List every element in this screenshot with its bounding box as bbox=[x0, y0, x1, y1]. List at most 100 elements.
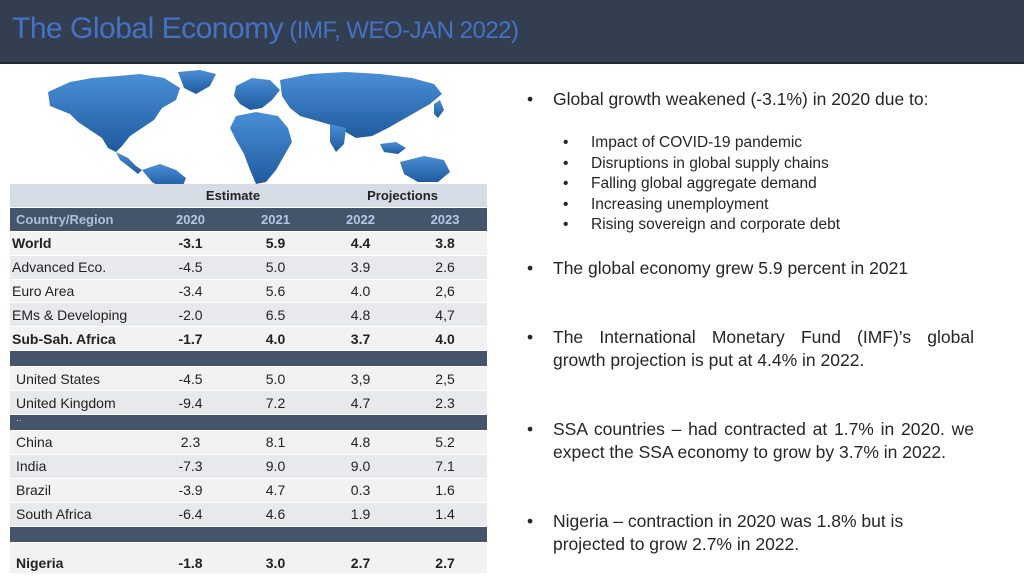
bullet-mark: • bbox=[527, 327, 534, 347]
cell: 7.1 bbox=[403, 454, 488, 479]
table-row-euro: Euro Area -3.4 5.6 4.0 2,6 bbox=[10, 279, 488, 304]
row-label: Sub-Sah. Africa bbox=[10, 326, 148, 352]
sub-bullet: • Rising sovereign and corporate debt bbox=[563, 215, 973, 236]
row-label: Euro Area bbox=[10, 279, 148, 304]
bullet-text: Nigeria – contraction in 2020 was 1.8% b… bbox=[553, 511, 904, 554]
cell: 2.6 bbox=[403, 255, 488, 280]
cell: 3.9 bbox=[318, 255, 404, 280]
row-label: EMs & Developing bbox=[10, 302, 148, 328]
cell: 5.9 bbox=[233, 231, 319, 256]
bullet-mark: • bbox=[563, 216, 569, 233]
cell: -4.5 bbox=[148, 255, 233, 280]
cell: 1.9 bbox=[318, 502, 404, 527]
sub-bullet-text: Rising sovereign and corporate debt bbox=[591, 216, 841, 233]
row-label: India bbox=[10, 454, 148, 479]
bullet-text: Global growth weakened (-3.1%) in 2020 d… bbox=[553, 89, 929, 109]
cell: -3.9 bbox=[148, 478, 233, 503]
bullet-nigeria: • Nigeria – contraction in 2020 was 1.8%… bbox=[527, 510, 974, 556]
cell: 2.3 bbox=[403, 390, 488, 416]
table-row-nigeria: Nigeria -1.8 3.0 2.7 2.7 bbox=[10, 542, 488, 574]
cell: 3.0 bbox=[233, 542, 319, 574]
sub-bullet-text: Disruptions in global supply chains bbox=[591, 154, 829, 172]
bullet-mark: • bbox=[563, 175, 569, 192]
slide-title-sub: (IMF, WEO-JAN 2022) bbox=[283, 17, 519, 44]
sub-bullet: • Disruptions in global supply chains bbox=[563, 154, 973, 175]
cell: 6.5 bbox=[233, 302, 319, 328]
row-label: Advanced Eco. bbox=[10, 255, 148, 280]
sub-bullet-list: • Impact of COVID-19 pandemic • Disruption… bbox=[563, 133, 973, 236]
cell: 1.6 bbox=[403, 478, 488, 503]
table-row-world: World -3.1 5.9 4.4 3.8 bbox=[10, 231, 488, 256]
bullet-mark: • bbox=[527, 89, 534, 109]
bullet-mark: • bbox=[563, 134, 569, 151]
world-map-illustration bbox=[48, 70, 450, 188]
column-header: 2020 bbox=[148, 207, 233, 232]
row-label: Nigeria bbox=[10, 542, 148, 574]
table-row-ssa: Sub-Sah. Africa -1.7 4.0 3.7 4.0 bbox=[10, 326, 488, 352]
slide-title: The Global Economy (IMF, WEO-JAN 2022) bbox=[12, 12, 519, 46]
cell: 5.2 bbox=[403, 430, 488, 455]
table-separator: .. bbox=[10, 414, 488, 432]
cell: 5.0 bbox=[233, 255, 319, 280]
table-row-ems: EMs & Developing -2.0 6.5 4.8 4,7 bbox=[10, 302, 488, 328]
column-header: 2023 bbox=[403, 207, 488, 232]
sub-bullet: • Falling global aggregate demand bbox=[563, 174, 973, 195]
cell: 5.0 bbox=[233, 366, 319, 392]
bullet-global-growth: • Global growth weakened (-3.1%) in 2020… bbox=[527, 88, 974, 111]
bullet-imf-projection: • The International Monetary Fund (IMF)’… bbox=[527, 326, 974, 372]
cell: -4.5 bbox=[148, 366, 233, 392]
cell: 4.0 bbox=[318, 279, 404, 304]
cell: 5.6 bbox=[233, 279, 319, 304]
bullet-text: The global economy grew 5.9 percent in 2… bbox=[553, 258, 909, 278]
cell: 3.7 bbox=[318, 326, 404, 352]
sub-bullet-text: Impact of COVID-19 pandemic bbox=[591, 134, 803, 151]
column-header: Country/Region bbox=[10, 207, 148, 232]
slide-title-main: The Global Economy bbox=[12, 12, 284, 45]
table-row-brazil: Brazil -3.9 4.7 0.3 1.6 bbox=[10, 478, 488, 503]
table-row-advanced: Advanced Eco. -4.5 5.0 3.9 2.6 bbox=[10, 255, 488, 280]
cell: 2,5 bbox=[403, 366, 488, 392]
cell: -6.4 bbox=[148, 502, 233, 527]
cell: 9.0 bbox=[233, 454, 319, 479]
cell: 4.0 bbox=[403, 326, 488, 352]
row-label: China bbox=[10, 430, 148, 455]
bullet-mark: • bbox=[527, 511, 534, 531]
cell: 7.2 bbox=[233, 390, 319, 416]
cell: 8.1 bbox=[233, 430, 319, 455]
cell: 4,7 bbox=[403, 302, 488, 328]
cell: -3.4 bbox=[148, 279, 233, 304]
cell: -1.7 bbox=[148, 326, 233, 352]
cell: 4.4 bbox=[318, 231, 404, 256]
table-row-south-africa: South Africa -6.4 4.6 1.9 1.4 bbox=[10, 502, 488, 527]
table-separator bbox=[10, 526, 488, 543]
row-label: South Africa bbox=[10, 502, 148, 527]
row-label: Brazil bbox=[10, 478, 148, 503]
economy-table: Estimate Projections Country/Region 2020… bbox=[10, 184, 488, 574]
table-group-header: Estimate Projections bbox=[10, 184, 488, 208]
cell: 4.8 bbox=[318, 430, 404, 455]
sub-bullet: • Impact of COVID-19 pandemic bbox=[563, 133, 973, 154]
cell: -3.1 bbox=[148, 231, 233, 256]
table-separator bbox=[10, 350, 488, 368]
cell: 1.4 bbox=[403, 502, 488, 527]
cell: 4.6 bbox=[233, 502, 319, 527]
cell: 4.0 bbox=[233, 326, 319, 352]
sub-bullet: • Increasing unemployment bbox=[563, 195, 973, 216]
bullet-text: SSA countries – had contracted at 1.7% i… bbox=[553, 419, 974, 462]
title-bar: The Global Economy (IMF, WEO-JAN 2022) bbox=[0, 0, 1024, 64]
table-row-india: India -7.3 9.0 9.0 7.1 bbox=[10, 454, 488, 479]
cell: 0.3 bbox=[318, 478, 404, 503]
row-label: World bbox=[10, 231, 148, 256]
cell: 2.3 bbox=[148, 430, 233, 455]
column-header: 2021 bbox=[233, 207, 319, 232]
cell: -9.4 bbox=[148, 390, 233, 416]
bullet-mark: • bbox=[563, 154, 569, 172]
bullet-mark: • bbox=[527, 419, 534, 439]
row-label: United States bbox=[10, 366, 148, 392]
cell: 4.7 bbox=[318, 390, 404, 416]
bullet-mark: • bbox=[563, 195, 569, 213]
table-row-us: United States -4.5 5.0 3,9 2,5 bbox=[10, 366, 488, 392]
cell: 9.0 bbox=[318, 454, 404, 479]
cell: 3,9 bbox=[318, 366, 404, 392]
cell: 2,6 bbox=[403, 279, 488, 304]
